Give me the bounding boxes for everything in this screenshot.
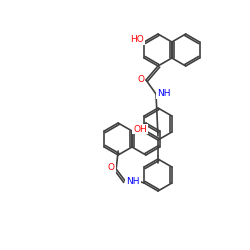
- Text: NH: NH: [126, 176, 140, 186]
- Text: NH: NH: [157, 90, 171, 98]
- Text: OH: OH: [133, 124, 147, 134]
- Text: O: O: [108, 164, 115, 172]
- Text: O: O: [138, 76, 144, 84]
- Text: HO: HO: [130, 36, 144, 44]
